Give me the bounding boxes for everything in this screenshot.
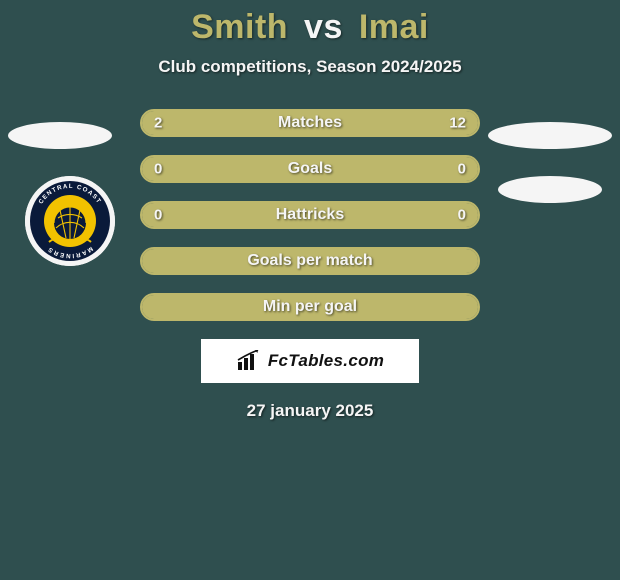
fctables-text: FcTables.com (268, 351, 384, 371)
stat-fill-left (142, 203, 478, 227)
stat-rows: Matches212Goals00Hattricks00Goals per ma… (140, 109, 480, 321)
title: Smith vs Imai (191, 8, 429, 47)
player1-name: Smith (191, 8, 288, 46)
fctables-badge: FcTables.com (201, 339, 419, 383)
stat-value-left: 2 (154, 115, 162, 132)
stat-fill-left (142, 111, 190, 135)
stat-value-right: 0 (458, 161, 466, 178)
stat-value-right: 0 (458, 207, 466, 224)
player2-placeholder-oval (488, 122, 612, 149)
stat-row-min-per-goal: Min per goal (140, 293, 480, 321)
subtitle: Club competitions, Season 2024/2025 (158, 57, 461, 77)
fctables-bars-icon (236, 350, 262, 372)
player1-placeholder-oval (8, 122, 112, 149)
stat-value-left: 0 (154, 161, 162, 178)
player2-name: Imai (359, 8, 429, 46)
stat-fill-left (142, 295, 478, 319)
player1-club-crest: CENTRAL COAST MARINERS (25, 176, 115, 266)
stat-fill-left (142, 249, 478, 273)
comparison-card: Smith vs Imai Club competitions, Season … (0, 0, 620, 580)
stat-row-goals-per-match: Goals per match (140, 247, 480, 275)
stat-value-left: 0 (154, 207, 162, 224)
stat-row-goals: Goals00 (140, 155, 480, 183)
vs-label: vs (304, 8, 343, 46)
stat-fill-right (190, 111, 478, 135)
date: 27 january 2025 (247, 401, 374, 421)
mariners-crest-icon: CENTRAL COAST MARINERS (25, 176, 115, 266)
stat-value-right: 12 (449, 115, 466, 132)
player2-club-placeholder-oval (498, 176, 602, 203)
stat-row-matches: Matches212 (140, 109, 480, 137)
stat-fill-left (142, 157, 478, 181)
stat-row-hattricks: Hattricks00 (140, 201, 480, 229)
